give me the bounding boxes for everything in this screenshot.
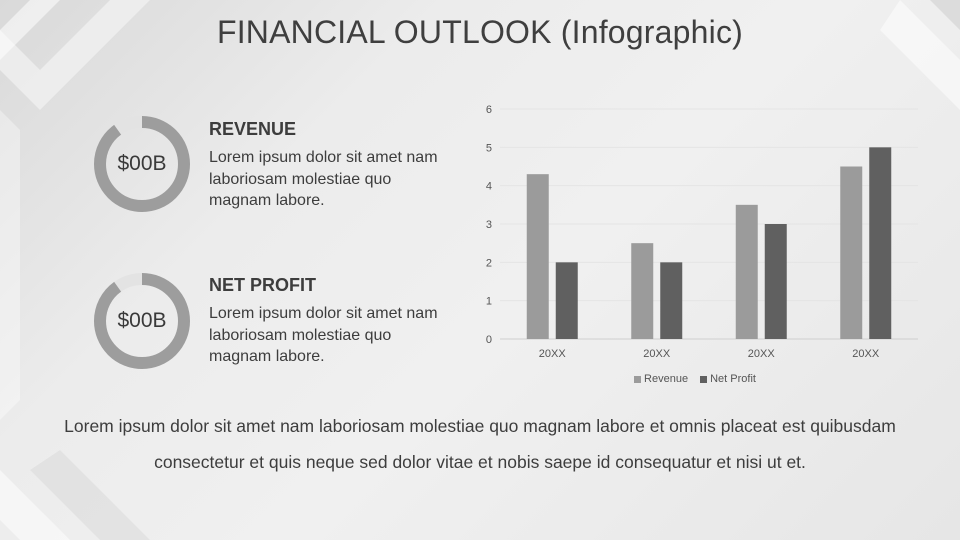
y-tick-label: 0 — [486, 334, 492, 346]
slide-title: FINANCIAL OUTLOOK (Infographic) — [216, 14, 744, 50]
legend-swatch-net-profit — [700, 375, 708, 383]
net-profit-bar — [660, 262, 683, 339]
bar-chart: 0 1 2 3 4 5 6 20XX 20XX 20XX 20XX — [486, 104, 918, 360]
y-tick-label: 6 — [486, 104, 492, 116]
net-profit-description: Lorem ipsum dolor sit amet nam laboriosa… — [209, 305, 438, 365]
chart-legend: Revenue Net Profit — [470, 373, 920, 385]
revenue-donut-label: $00B — [117, 152, 167, 175]
net-profit-heading: NET PROFIT — [209, 275, 316, 295]
revenue-donut: $00B — [92, 114, 192, 214]
footer-text: Lorem ipsum dolor sit amet nam laboriosa… — [64, 416, 896, 472]
revenue-bar — [840, 166, 863, 339]
net-profit-donut-label: $00B — [117, 309, 167, 332]
net-profit-bar — [869, 147, 892, 339]
y-tick-label: 3 — [486, 219, 492, 231]
revenue-description: Lorem ipsum dolor sit amet nam laboriosa… — [209, 149, 438, 209]
net-profit-bar — [764, 224, 787, 339]
x-tick-label: 20XX — [539, 348, 567, 360]
y-tick-label: 4 — [486, 181, 492, 193]
legend-label-revenue: Revenue — [644, 373, 689, 385]
y-tick-label: 1 — [486, 296, 492, 308]
revenue-donut-graphic — [94, 116, 190, 212]
x-tick-label: 20XX — [643, 348, 671, 360]
legend-label-net-profit: Net Profit — [710, 373, 756, 385]
net-profit-bar — [555, 262, 578, 339]
net-profit-donut: $00B — [92, 271, 192, 371]
x-tick-label: 20XX — [852, 348, 880, 360]
x-tick-label: 20XX — [748, 348, 776, 360]
legend-item-net-profit: Net Profit — [700, 373, 756, 385]
net-profit-donut-graphic — [94, 273, 190, 369]
net-profit-donut-arc — [94, 273, 190, 369]
revenue-bar — [526, 174, 549, 339]
legend-swatch-revenue — [634, 375, 642, 383]
revenue-bar — [735, 204, 758, 339]
revenue-bar — [631, 243, 654, 339]
revenue-donut-arc — [94, 116, 190, 212]
revenue-heading: REVENUE — [209, 119, 297, 139]
legend-item-revenue: Revenue — [634, 373, 688, 385]
y-tick-label: 2 — [486, 257, 492, 269]
y-tick-label: 5 — [486, 142, 492, 154]
